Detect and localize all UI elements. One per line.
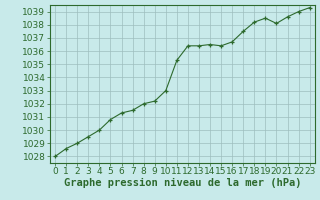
X-axis label: Graphe pression niveau de la mer (hPa): Graphe pression niveau de la mer (hPa) xyxy=(64,178,301,188)
